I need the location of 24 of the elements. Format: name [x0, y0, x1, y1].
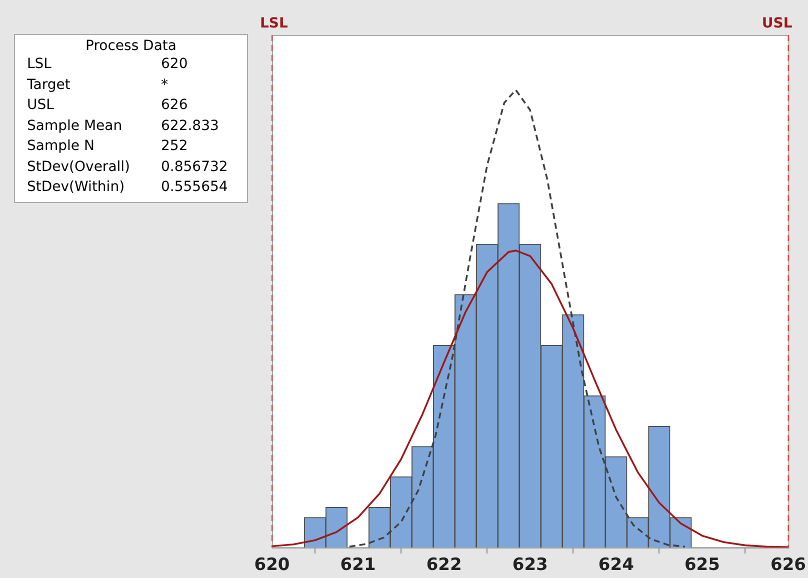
text: 0.856732 [161, 158, 228, 176]
ref-line-label: USL [762, 16, 792, 32]
text: * [161, 76, 168, 94]
text: 252 [161, 137, 188, 156]
text: Target [27, 76, 72, 94]
x-tick-label: 624 [598, 555, 634, 576]
text: 0.555654 [161, 178, 228, 197]
text: LSL [27, 55, 52, 74]
text: USL [27, 96, 55, 115]
ref-line-label: LSL [260, 16, 288, 32]
text: 622.833 [161, 116, 219, 136]
text: Process Data [84, 38, 178, 54]
text: StDev(Overall) [27, 158, 132, 176]
x-tick-label: 621 [340, 555, 376, 576]
text: 620 [161, 55, 188, 74]
x-tick-label: 623 [512, 555, 548, 576]
x-tick-label: 620 [254, 555, 290, 576]
x-tick-label: 625 [684, 555, 720, 576]
x-tick-label: 626 [770, 555, 806, 576]
text: 626 [161, 96, 188, 115]
text: Sample N [27, 137, 96, 156]
text: Sample Mean [27, 116, 124, 136]
text: StDev(Within) [27, 178, 126, 197]
x-tick-label: 622 [426, 555, 462, 576]
